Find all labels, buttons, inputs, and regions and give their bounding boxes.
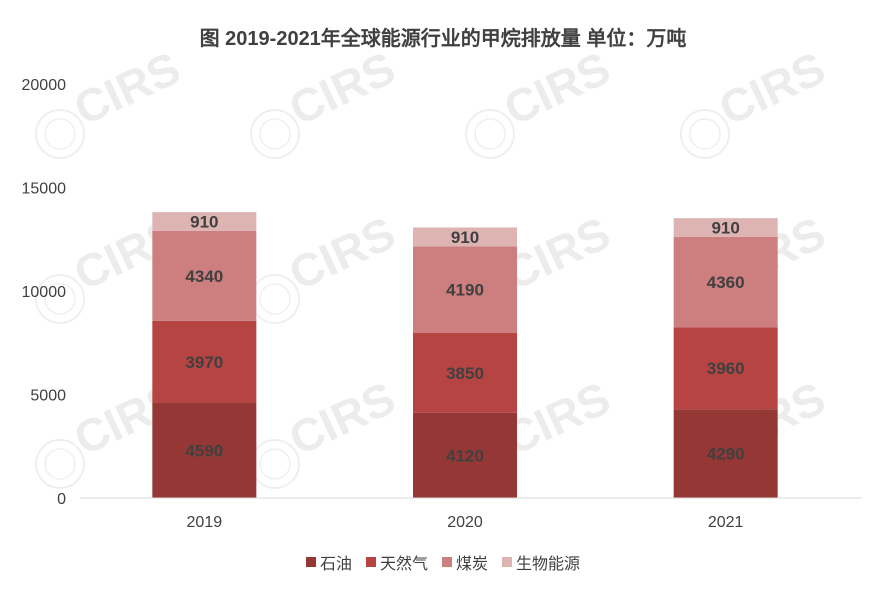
legend-swatch: [442, 557, 452, 567]
data-label: 4590: [185, 441, 223, 460]
svg-text:CIRS: CIRS: [281, 206, 403, 300]
bar-segment: [673, 218, 778, 237]
svg-text:CIRS: CIRS: [496, 41, 618, 135]
y-tick-label: 0: [57, 491, 66, 508]
x-tick-label: 2020: [447, 514, 483, 531]
y-axis: 0 5000 10000 15000 20000: [22, 77, 67, 508]
bars-group: 4590 3970 4340 910 4120 3850 4190 910 4290 3960 43…: [152, 212, 778, 498]
legend-swatch: [305, 557, 316, 567]
data-label: 4120: [446, 446, 484, 465]
legend-item: 石油: [305, 550, 352, 574]
watermark-logo: CIRS: [35, 41, 188, 159]
data-label: 3960: [707, 359, 745, 378]
data-label: 3970: [185, 353, 223, 372]
watermark-logo: CIRS: [250, 41, 403, 159]
bar-segment: [413, 227, 517, 247]
watermark-logo: CIRS: [250, 206, 403, 324]
svg-text:CIRS: CIRS: [281, 41, 403, 135]
y-tick-label: 15000: [22, 181, 67, 198]
bar-segment: [413, 246, 517, 334]
data-label: 910: [451, 228, 479, 247]
bar-segment: [413, 412, 517, 498]
legend-item: 生物能源: [502, 550, 580, 574]
legend-swatch: [502, 557, 513, 567]
x-tick-label: 2021: [708, 514, 744, 531]
data-label: 910: [711, 219, 739, 238]
data-label: 3850: [446, 364, 484, 383]
svg-text:CIRS: CIRS: [281, 371, 403, 465]
legend-label: 煤炭: [456, 556, 489, 573]
data-label: 4340: [185, 267, 223, 286]
bar-segment: [673, 327, 778, 410]
watermark-logo: CIRS: [250, 371, 403, 489]
legend-item: 煤炭: [442, 550, 488, 574]
bar-segment: [152, 402, 257, 498]
bar-segment: [673, 236, 778, 328]
y-tick-label: 10000: [22, 284, 67, 301]
bar-segment: [413, 333, 517, 413]
y-tick-label: 5000: [30, 388, 66, 405]
legend-label: 石油: [319, 556, 352, 573]
legend-label: 天然气: [379, 556, 428, 573]
chart-title: 图 2019-2021年全球能源行业的甲烷排放量 单位：万吨: [199, 28, 687, 50]
legend: 石油 天然气 煤炭 生物能源: [0, 550, 886, 574]
svg-text:CIRS: CIRS: [66, 41, 188, 135]
legend-label: 生物能源: [516, 556, 581, 573]
data-label: 4190: [446, 281, 484, 300]
x-axis: 2019 2020 2021: [80, 497, 862, 531]
data-label: 910: [190, 213, 218, 232]
legend-item: 天然气: [365, 550, 428, 574]
bar-segment: [673, 409, 778, 498]
svg-text:CIRS: CIRS: [711, 41, 833, 135]
bar-segment: [152, 320, 257, 403]
watermark-logo: CIRS: [465, 41, 618, 159]
x-tick-label: 2019: [187, 514, 223, 531]
bar-segment: [152, 212, 257, 231]
y-tick-label: 20000: [22, 77, 67, 94]
bar-segment: [152, 230, 257, 321]
legend-swatch: [365, 557, 376, 567]
data-label: 4290: [707, 445, 745, 464]
data-label: 4360: [707, 273, 745, 292]
watermark-logo: CIRS: [680, 41, 833, 159]
